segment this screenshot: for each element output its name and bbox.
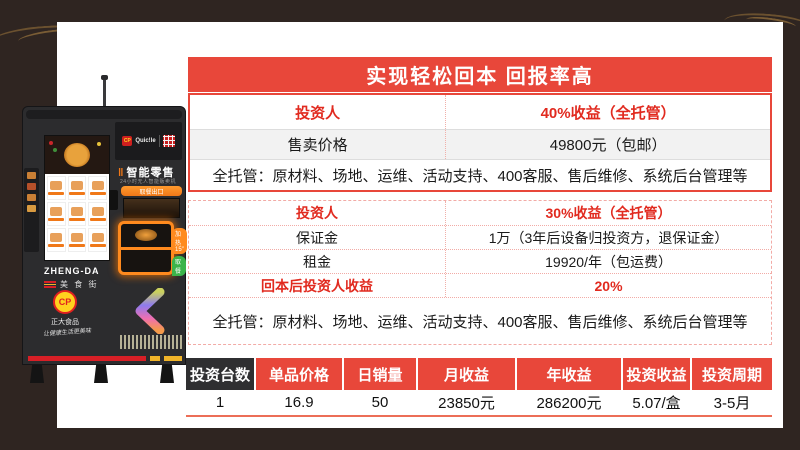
cell-value: 286200元 — [536, 394, 602, 412]
row-label: 投资人 — [296, 205, 339, 221]
bottom-yellow-stripe — [150, 356, 160, 361]
roi-header-row: 投资台数 单品价格 日销量 月收益 年收益 投资收益 投资周期 — [186, 358, 772, 390]
column-header: 月收益 — [418, 358, 515, 390]
cell-value: 16.9 — [284, 393, 314, 411]
pricing-table-30: 投资人 30%收益（全托管） 保证金 1万（3年后设备归投资方，退保证金） 租金… — [188, 200, 772, 345]
table-row: 租金 19920/年（包运费） — [189, 249, 771, 273]
menu-item — [67, 228, 87, 252]
tomato-icon — [49, 141, 53, 145]
screen-hero-image — [45, 136, 109, 174]
bottom-yellow-stripe — [164, 356, 182, 361]
cell-value: 50 — [371, 393, 389, 411]
machine-foot — [30, 365, 44, 383]
cell-value: 5.07/盒 — [632, 394, 681, 412]
vending-machine: CP Quic!le ZHE — [22, 75, 187, 408]
heat-badge: 加热15″ — [172, 228, 187, 254]
column-header: 单品价格 — [256, 358, 342, 390]
orange-bars-icon: ‖ — [118, 167, 125, 179]
pickup-outlet-bar: 取餐出口 — [121, 186, 182, 196]
underline-accent — [186, 415, 772, 417]
cell-value: 3-5月 — [713, 394, 751, 412]
headline-text: 实现轻松回本 回报率高 — [366, 66, 594, 88]
menu-item — [88, 228, 107, 252]
smart-retail-label: ‖ 智能零售 — [118, 167, 175, 179]
cp-company-name: 正大食品 — [51, 319, 79, 326]
menu-item — [47, 176, 66, 200]
hosting-note: 全托管：原材料、场地、运维、活动支持、400客服、售后维修、系统后台管理等 — [212, 167, 748, 185]
row-value: 19920/年（包运费） — [445, 250, 771, 273]
food-street-label: 美 食 街 — [44, 279, 110, 290]
row-label: 租金 — [303, 253, 332, 270]
roi-summary-table: 投资台数 单品价格 日销量 月收益 年收益 投资收益 投资周期 1 16.9 5… — [186, 358, 772, 417]
bottom-red-stripe — [28, 356, 146, 361]
heating-compartments — [118, 221, 174, 275]
menu-item — [47, 228, 66, 252]
sign-divider — [158, 135, 160, 147]
pizza-image — [64, 143, 90, 167]
row-value: 49800元（包邮） — [445, 130, 770, 159]
column-header: 日销量 — [344, 358, 416, 390]
row-value: 1万（3年后设备归投资方，退保证金） — [445, 226, 771, 249]
barcode-decoration — [120, 335, 182, 349]
heated-food — [135, 229, 157, 241]
cp-mini-logo: CP — [122, 136, 133, 146]
machine-top-trim — [26, 110, 182, 119]
take-badge: 取餐 — [172, 256, 186, 276]
antenna — [101, 75, 108, 108]
burger-lines-icon — [44, 281, 56, 289]
menu-grid — [45, 174, 109, 254]
row-label: 保证金 — [296, 229, 339, 246]
pickup-cell — [121, 246, 171, 273]
table-row: 投资人 40%收益（全托管） — [190, 95, 770, 129]
lemon-icon — [97, 142, 101, 146]
gradient-chevron-logo — [135, 288, 165, 334]
brand-name: Quic!le — [135, 138, 156, 144]
side-menu-strip — [24, 168, 39, 252]
touch-screen — [44, 135, 110, 261]
cell-value: 1 — [215, 393, 225, 411]
table-row: 投资人 30%收益（全托管） — [189, 201, 771, 225]
pricing-table-40: 投资人 40%收益（全托管） 售卖价格 49800元（包邮） 全托管：原材料、场… — [188, 93, 772, 192]
menu-item — [47, 202, 66, 226]
row-value: 20% — [445, 274, 771, 297]
roi-data-row: 1 16.9 50 23850元 286200元 5.07/盒 3-5月 — [186, 390, 772, 414]
zhengda-wordmark: ZHENG-DA — [44, 266, 100, 276]
row-label: 回本后投资人收益 — [261, 277, 374, 294]
dispense-window — [123, 198, 180, 218]
column-header: 年收益 — [517, 358, 621, 390]
smart-retail-subtitle: 24小时无人智能贩卖机 — [120, 179, 177, 185]
menu-item — [67, 176, 87, 200]
column-header: 投资台数 — [186, 358, 254, 390]
veggie-icon — [53, 148, 57, 152]
row-label: 投资人 — [295, 104, 341, 122]
column-header: 投资收益 — [623, 358, 690, 390]
machine-foot — [94, 365, 108, 383]
table-row: 售卖价格 49800元（包邮） — [190, 129, 770, 160]
row-value: 40%收益（全托管） — [445, 95, 770, 129]
row-label: 售卖价格 — [287, 137, 348, 154]
machine-foot — [160, 365, 174, 383]
column-header: 投资周期 — [692, 358, 772, 390]
hosting-note: 全托管：原材料、场地、运维、活动支持、400客服、售后维修、系统后台管理等 — [189, 297, 771, 344]
red-seal-logo — [162, 135, 175, 147]
table-row: 保证金 1万（3年后设备归投资方，退保证金） — [189, 225, 771, 249]
cell-value: 23850元 — [438, 394, 495, 412]
heating-cell — [121, 224, 171, 247]
row-value: 30%收益（全托管） — [445, 201, 771, 225]
menu-item — [88, 202, 107, 226]
menu-item — [88, 176, 107, 200]
menu-item — [67, 202, 87, 226]
brand-sign: CP Quic!le — [115, 122, 182, 160]
card-reader — [109, 190, 118, 210]
cp-logo: CP — [53, 290, 77, 314]
table-row: 回本后投资人收益 20% — [189, 273, 771, 297]
headline-banner: 实现轻松回本 回报率高 — [188, 57, 772, 92]
